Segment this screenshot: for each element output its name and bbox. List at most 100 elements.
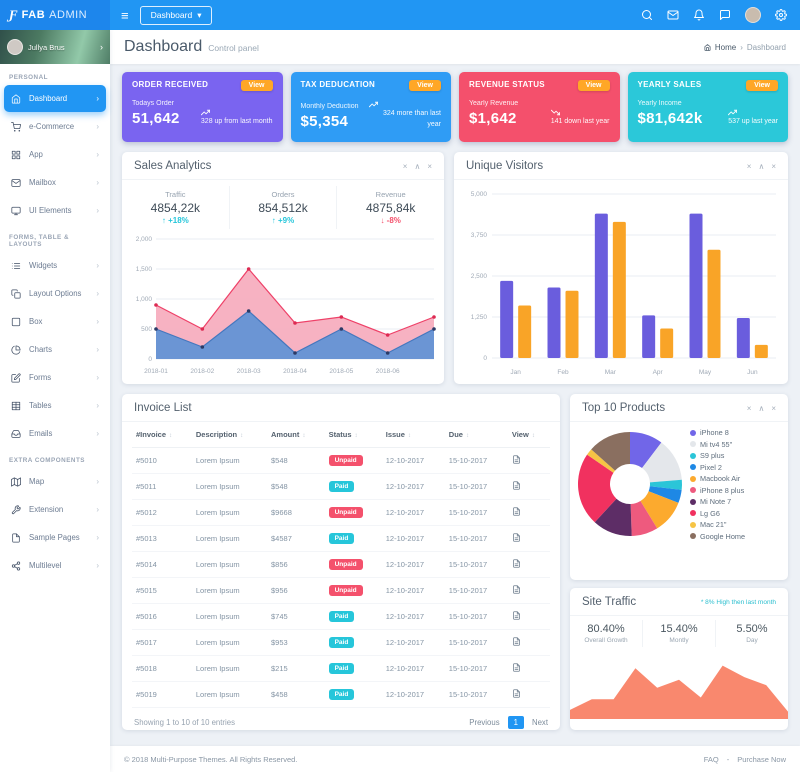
close-icon[interactable]: ×	[771, 403, 776, 413]
sidebar-item-e-commerce[interactable]: e-Commerce ›	[4, 113, 106, 140]
chevron-right-icon: ›	[96, 317, 99, 326]
column-header-description[interactable]: Description ↕	[191, 422, 268, 448]
collapse-icon[interactable]: ∧	[414, 161, 421, 171]
sort-icon: ↕	[465, 433, 469, 439]
legend-label: Mi tv4 55"	[700, 439, 733, 449]
brand-logo[interactable]: Ƒ FAB ADMIN	[0, 0, 110, 30]
status-badge[interactable]: Unpaid	[328, 559, 363, 570]
status-badge[interactable]: Paid	[328, 533, 355, 544]
card-label: Todays Order	[132, 100, 175, 107]
sidebar-item-box[interactable]: Box ›	[4, 308, 106, 335]
sidebar-item-forms[interactable]: Forms ›	[4, 364, 106, 391]
view-document-icon[interactable]	[512, 663, 521, 672]
cell-amount: $458	[267, 681, 325, 708]
cell-amount: $9668	[267, 499, 325, 526]
invoice-list-panel: Invoice List #Invoice ↕ Description ↕ Amount…	[122, 394, 560, 730]
sidebar-item-layout-options[interactable]: Layout Options ›	[4, 280, 106, 307]
footer-link-purchase[interactable]: Purchase Now	[737, 754, 786, 764]
sidebar-item-charts[interactable]: Charts ›	[4, 336, 106, 363]
sidebar-item-widgets[interactable]: Widgets ›	[4, 252, 106, 279]
view-button[interactable]: View	[577, 80, 610, 91]
sidebar-item-map[interactable]: Map ›	[4, 468, 106, 495]
chat-icon[interactable]	[719, 9, 731, 21]
traffic-stats: 80.40% Overall Growth 15.40% Montly 5.50% Day	[570, 616, 788, 649]
svg-text:2,500: 2,500	[471, 273, 488, 280]
panel-title: Invoice List	[134, 402, 192, 414]
sidebar-item-emails[interactable]: Emails ›	[4, 420, 106, 447]
column-header-due[interactable]: Due ↕	[444, 422, 508, 448]
pagination-previous[interactable]: Previous	[469, 718, 500, 727]
status-badge[interactable]: Paid	[328, 663, 355, 674]
sidebar-item-extension[interactable]: Extension ›	[4, 496, 106, 523]
collapse-icon[interactable]: ∧	[758, 403, 765, 413]
svg-text:May: May	[699, 369, 712, 376]
legend-dot	[690, 498, 696, 505]
sidebar-item-tables[interactable]: Tables ›	[4, 392, 106, 419]
sidebar-item-ui-elements[interactable]: UI Elements ›	[4, 197, 106, 224]
sidebar-item-mailbox[interactable]: Mailbox ›	[4, 169, 106, 196]
user-banner[interactable]: Jullya Brus ›	[0, 30, 110, 64]
view-button[interactable]: View	[746, 80, 778, 91]
status-badge[interactable]: Paid	[328, 611, 355, 622]
view-document-icon[interactable]	[512, 637, 521, 646]
cell-description: Lorem Ipsum	[191, 603, 268, 630]
sidebar-item-sample-pages[interactable]: Sample Pages ›	[4, 524, 106, 551]
square-icon	[11, 317, 22, 327]
expand-icon[interactable]: ×	[746, 161, 752, 171]
status-badge[interactable]: Paid	[328, 637, 355, 648]
pagination-page-1[interactable]: 1	[507, 716, 524, 729]
view-document-icon[interactable]	[512, 559, 521, 568]
column-header-amount[interactable]: Amount ↕	[267, 422, 325, 448]
chevron-right-icon: ›	[96, 206, 99, 215]
footer-separator: -	[726, 754, 730, 764]
footer-link-faq[interactable]: FAQ	[703, 754, 719, 764]
chevron-right-icon: ›	[96, 477, 99, 486]
expand-icon[interactable]: ×	[746, 403, 752, 413]
legend-dot	[690, 533, 696, 539]
view-document-icon[interactable]	[512, 481, 521, 490]
sidebar-item-label: e-Commerce	[29, 122, 75, 131]
collapse-icon[interactable]: ∧	[758, 161, 765, 171]
view-document-icon[interactable]	[512, 455, 521, 464]
mail-icon[interactable]	[667, 9, 679, 21]
column-header-invoice[interactable]: #Invoice ↕	[132, 422, 192, 448]
nav-menu-dashboard[interactable]: Dashboard ▾	[139, 5, 213, 25]
column-header-issue[interactable]: Issue ↕	[381, 422, 445, 448]
close-icon[interactable]: ×	[427, 161, 432, 171]
breadcrumb-home[interactable]: Home	[714, 42, 737, 52]
view-document-icon[interactable]	[512, 611, 521, 620]
sales-stat-orders: Orders 854,512k ↑ +9%	[228, 186, 337, 229]
view-document-icon[interactable]	[512, 533, 521, 542]
sidebar-item-multilevel[interactable]: Multilevel ›	[4, 552, 106, 579]
hamburger-icon[interactable]: ≡	[121, 7, 129, 23]
gear-icon[interactable]	[775, 9, 787, 21]
pagination-next[interactable]: Next	[531, 718, 548, 727]
legend-dot	[690, 429, 696, 436]
view-document-icon[interactable]	[512, 507, 521, 516]
column-header-view[interactable]: View ↕	[507, 422, 550, 448]
bell-icon[interactable]	[693, 9, 705, 21]
sort-icon: ↕	[240, 433, 244, 439]
card-trend: 141 down last year	[550, 108, 610, 128]
status-badge[interactable]: Unpaid	[328, 455, 363, 466]
legend-dot	[690, 521, 696, 528]
status-badge[interactable]: Paid	[328, 481, 355, 492]
svg-text:Jun: Jun	[747, 369, 758, 376]
view-document-icon[interactable]	[512, 585, 521, 594]
cell-description: Lorem Ipsum	[191, 525, 268, 552]
column-header-status[interactable]: Status ↕	[324, 422, 382, 448]
status-badge[interactable]: Unpaid	[328, 507, 363, 518]
chevron-right-icon: ›	[96, 122, 99, 131]
close-icon[interactable]: ×	[771, 161, 776, 171]
navbar-avatar[interactable]	[745, 7, 761, 23]
status-badge[interactable]: Paid	[328, 689, 355, 700]
sidebar-item-dashboard[interactable]: Dashboard ›	[4, 85, 106, 112]
view-button[interactable]: View	[240, 80, 273, 91]
search-icon[interactable]	[641, 9, 653, 21]
view-button[interactable]: View	[409, 80, 441, 91]
card-title: ORDER RECEIVED	[132, 80, 209, 89]
expand-icon[interactable]: ×	[402, 161, 408, 171]
view-document-icon[interactable]	[512, 689, 521, 698]
status-badge[interactable]: Unpaid	[328, 585, 363, 596]
sidebar-item-app[interactable]: App ›	[4, 141, 106, 168]
